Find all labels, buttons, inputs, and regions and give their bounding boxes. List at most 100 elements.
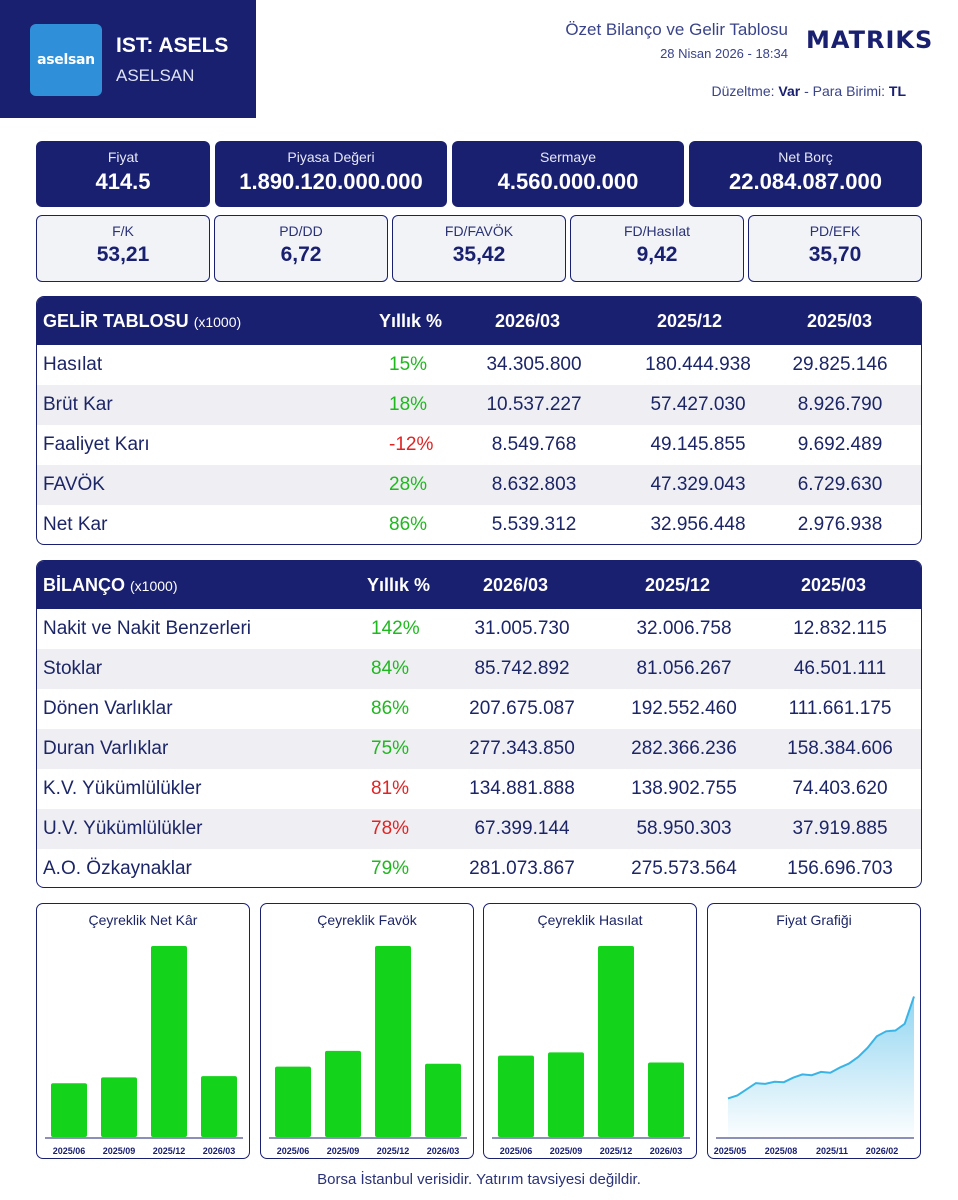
cell-value: 12.832.115 (793, 618, 887, 639)
x-tick-label: 2025/09 (327, 1146, 360, 1156)
metric-value: 1.890.120.000.000 (239, 169, 423, 194)
ticker-symbol: IST: ASELS (116, 34, 229, 57)
metric-label: Fiyat (107, 149, 139, 165)
chart-title: Çeyreklik Net Kâr (88, 912, 198, 928)
balance-rows: Nakit ve Nakit Benzerleri 142% 31.005.730 3… (37, 609, 921, 887)
cell-value: 47.329.043 (650, 474, 746, 495)
cell-value: 32.956.448 (650, 514, 746, 535)
yoy-value: 75% (371, 738, 410, 759)
income-table: GELİR TABLOSU (x1000) Yıllık % 2026/03 2… (36, 296, 922, 545)
metric-label: Net Borç (778, 149, 833, 165)
ratio-value: 35,70 (808, 243, 862, 266)
cell-value: 81.056.267 (636, 658, 732, 679)
adjust-value: Var (778, 83, 801, 99)
row-label: Net Kar (43, 514, 108, 535)
metric-label: Piyasa Değeri (287, 149, 375, 165)
chart-price: Fiyat Grafiği 2025/05 2025/08 2025/11 2026/… (707, 903, 921, 1159)
yoy-value: 78% (371, 818, 410, 839)
cell-value: 31.005.730 (474, 618, 570, 639)
metric-net-debt: Net Borç 22.084.087.000 (689, 141, 922, 207)
table-title: GELİR TABLOSU (x1000) (43, 311, 242, 331)
x-tick-label: 2025/06 (53, 1146, 86, 1156)
row-label: Brüt Kar (43, 394, 113, 415)
metric-price: Fiyat 414.5 (36, 141, 210, 207)
row-label: FAVÖK (43, 474, 105, 495)
bar-2025/12 (598, 946, 634, 1137)
ratio-label: FD/Hasılat (623, 223, 691, 239)
chart-ebitda: Çeyreklik Favök 2025/06 2025/09 2025/12 202… (260, 903, 474, 1159)
ratio-label: F/K (112, 223, 134, 239)
row-label: Nakit ve Nakit Benzerleri (43, 618, 252, 639)
period-header: 2025/12 (645, 575, 711, 595)
yoy-value: 18% (389, 394, 428, 415)
cell-value: 32.006.758 (636, 618, 732, 639)
yoy-value: 28% (389, 474, 428, 495)
chart-title: Fiyat Grafiği (776, 912, 852, 928)
cell-value: 282.366.236 (631, 738, 737, 759)
ratio-value: 6,72 (280, 243, 322, 266)
x-tick-label: 2025/12 (377, 1146, 410, 1156)
bar-2025/12 (375, 946, 411, 1137)
ratio-ev-ebitda: FD/FAVÖK 35,42 (392, 215, 566, 282)
cell-value: 85.742.892 (474, 658, 570, 679)
x-tick-label: 2025/06 (277, 1146, 310, 1156)
ratio-value: 35,42 (452, 243, 506, 266)
price-line (727, 996, 915, 1100)
metric-value: 4.560.000.000 (497, 169, 639, 194)
chart-title: Çeyreklik Hasılat (537, 912, 643, 928)
logo-text: aselsan (37, 52, 95, 68)
x-tick-label: 2025/08 (765, 1146, 798, 1156)
x-tick-label: 2026/03 (203, 1146, 236, 1156)
brand-logo: MATRIKS (806, 26, 934, 54)
cell-value: 8.926.790 (797, 394, 883, 415)
cell-value: 9.692.489 (797, 434, 883, 455)
yoy-value: 86% (389, 514, 428, 535)
bar-2025/09 (101, 1077, 137, 1137)
cell-value: 8.632.803 (491, 474, 577, 495)
bar-2025/09 (548, 1052, 584, 1137)
currency-value: TL (888, 83, 906, 99)
x-tick-label: 2026/03 (427, 1146, 460, 1156)
bar-2025/06 (275, 1066, 311, 1137)
currency-label: - Para Birimi: (800, 83, 885, 99)
row-label: Duran Varlıklar (43, 738, 169, 759)
table-row: Dönen Varlıklar 86% 207.675.087 192.552.460… (37, 689, 921, 729)
chart-price-svg: 2025/05 2025/08 2025/11 2026/02 (714, 996, 915, 1156)
bar-2026/03 (425, 1063, 461, 1137)
cell-value: 156.696.703 (787, 858, 893, 879)
yoy-value: 86% (371, 698, 410, 719)
x-tick-label: 2025/09 (103, 1146, 136, 1156)
ratio-pd-efk: PD/EFK 35,70 (748, 215, 922, 282)
table-row: U.V. Yükümlülükler 78% 67.399.144 58.950.30… (37, 809, 921, 849)
yoy-value: 81% (371, 778, 410, 799)
cell-value: 57.427.030 (650, 394, 746, 415)
ratio-ev-sales: FD/Hasılat 9,42 (570, 215, 744, 282)
x-tick-label: 2025/06 (500, 1146, 533, 1156)
yoy-value: 15% (389, 354, 428, 375)
row-label: K.V. Yükümlülükler (43, 778, 202, 799)
yoy-header: Yıllık % (379, 311, 443, 331)
x-tick-label: 2025/09 (550, 1146, 583, 1156)
settings-line: Düzeltme: Var - Para Birimi: TL (711, 83, 906, 99)
yoy-value: 84% (371, 658, 410, 679)
period-header: 2026/03 (483, 575, 549, 595)
cell-value: 138.902.755 (631, 778, 737, 799)
cell-value: 46.501.111 (793, 658, 887, 679)
cell-value: 58.950.303 (636, 818, 732, 839)
ratio-label: PD/EFK (809, 223, 861, 239)
cell-value: 29.825.146 (792, 354, 888, 375)
row-label: U.V. Yükümlülükler (43, 818, 203, 839)
metric-value: 22.084.087.000 (729, 169, 882, 194)
cell-value: 5.539.312 (491, 514, 577, 535)
chart-ebitda-svg: 2025/06 2025/09 2025/12 2026/03 (269, 946, 467, 1156)
row-label: Faaliyet Karı (43, 434, 150, 455)
row-label: Dönen Varlıklar (43, 698, 173, 719)
cell-value: 6.729.630 (797, 474, 883, 495)
table-title: BİLANÇO (x1000) (43, 575, 178, 595)
bar-2025/12 (151, 946, 187, 1137)
x-tick-label: 2026/03 (650, 1146, 683, 1156)
chart-revenue: Çeyreklik Hasılat 2025/06 2025/09 2025/12 2… (483, 903, 697, 1159)
cell-value: 34.305.800 (486, 354, 582, 375)
x-tick-label: 2025/05 (714, 1146, 747, 1156)
cell-value: 207.675.087 (469, 698, 575, 719)
